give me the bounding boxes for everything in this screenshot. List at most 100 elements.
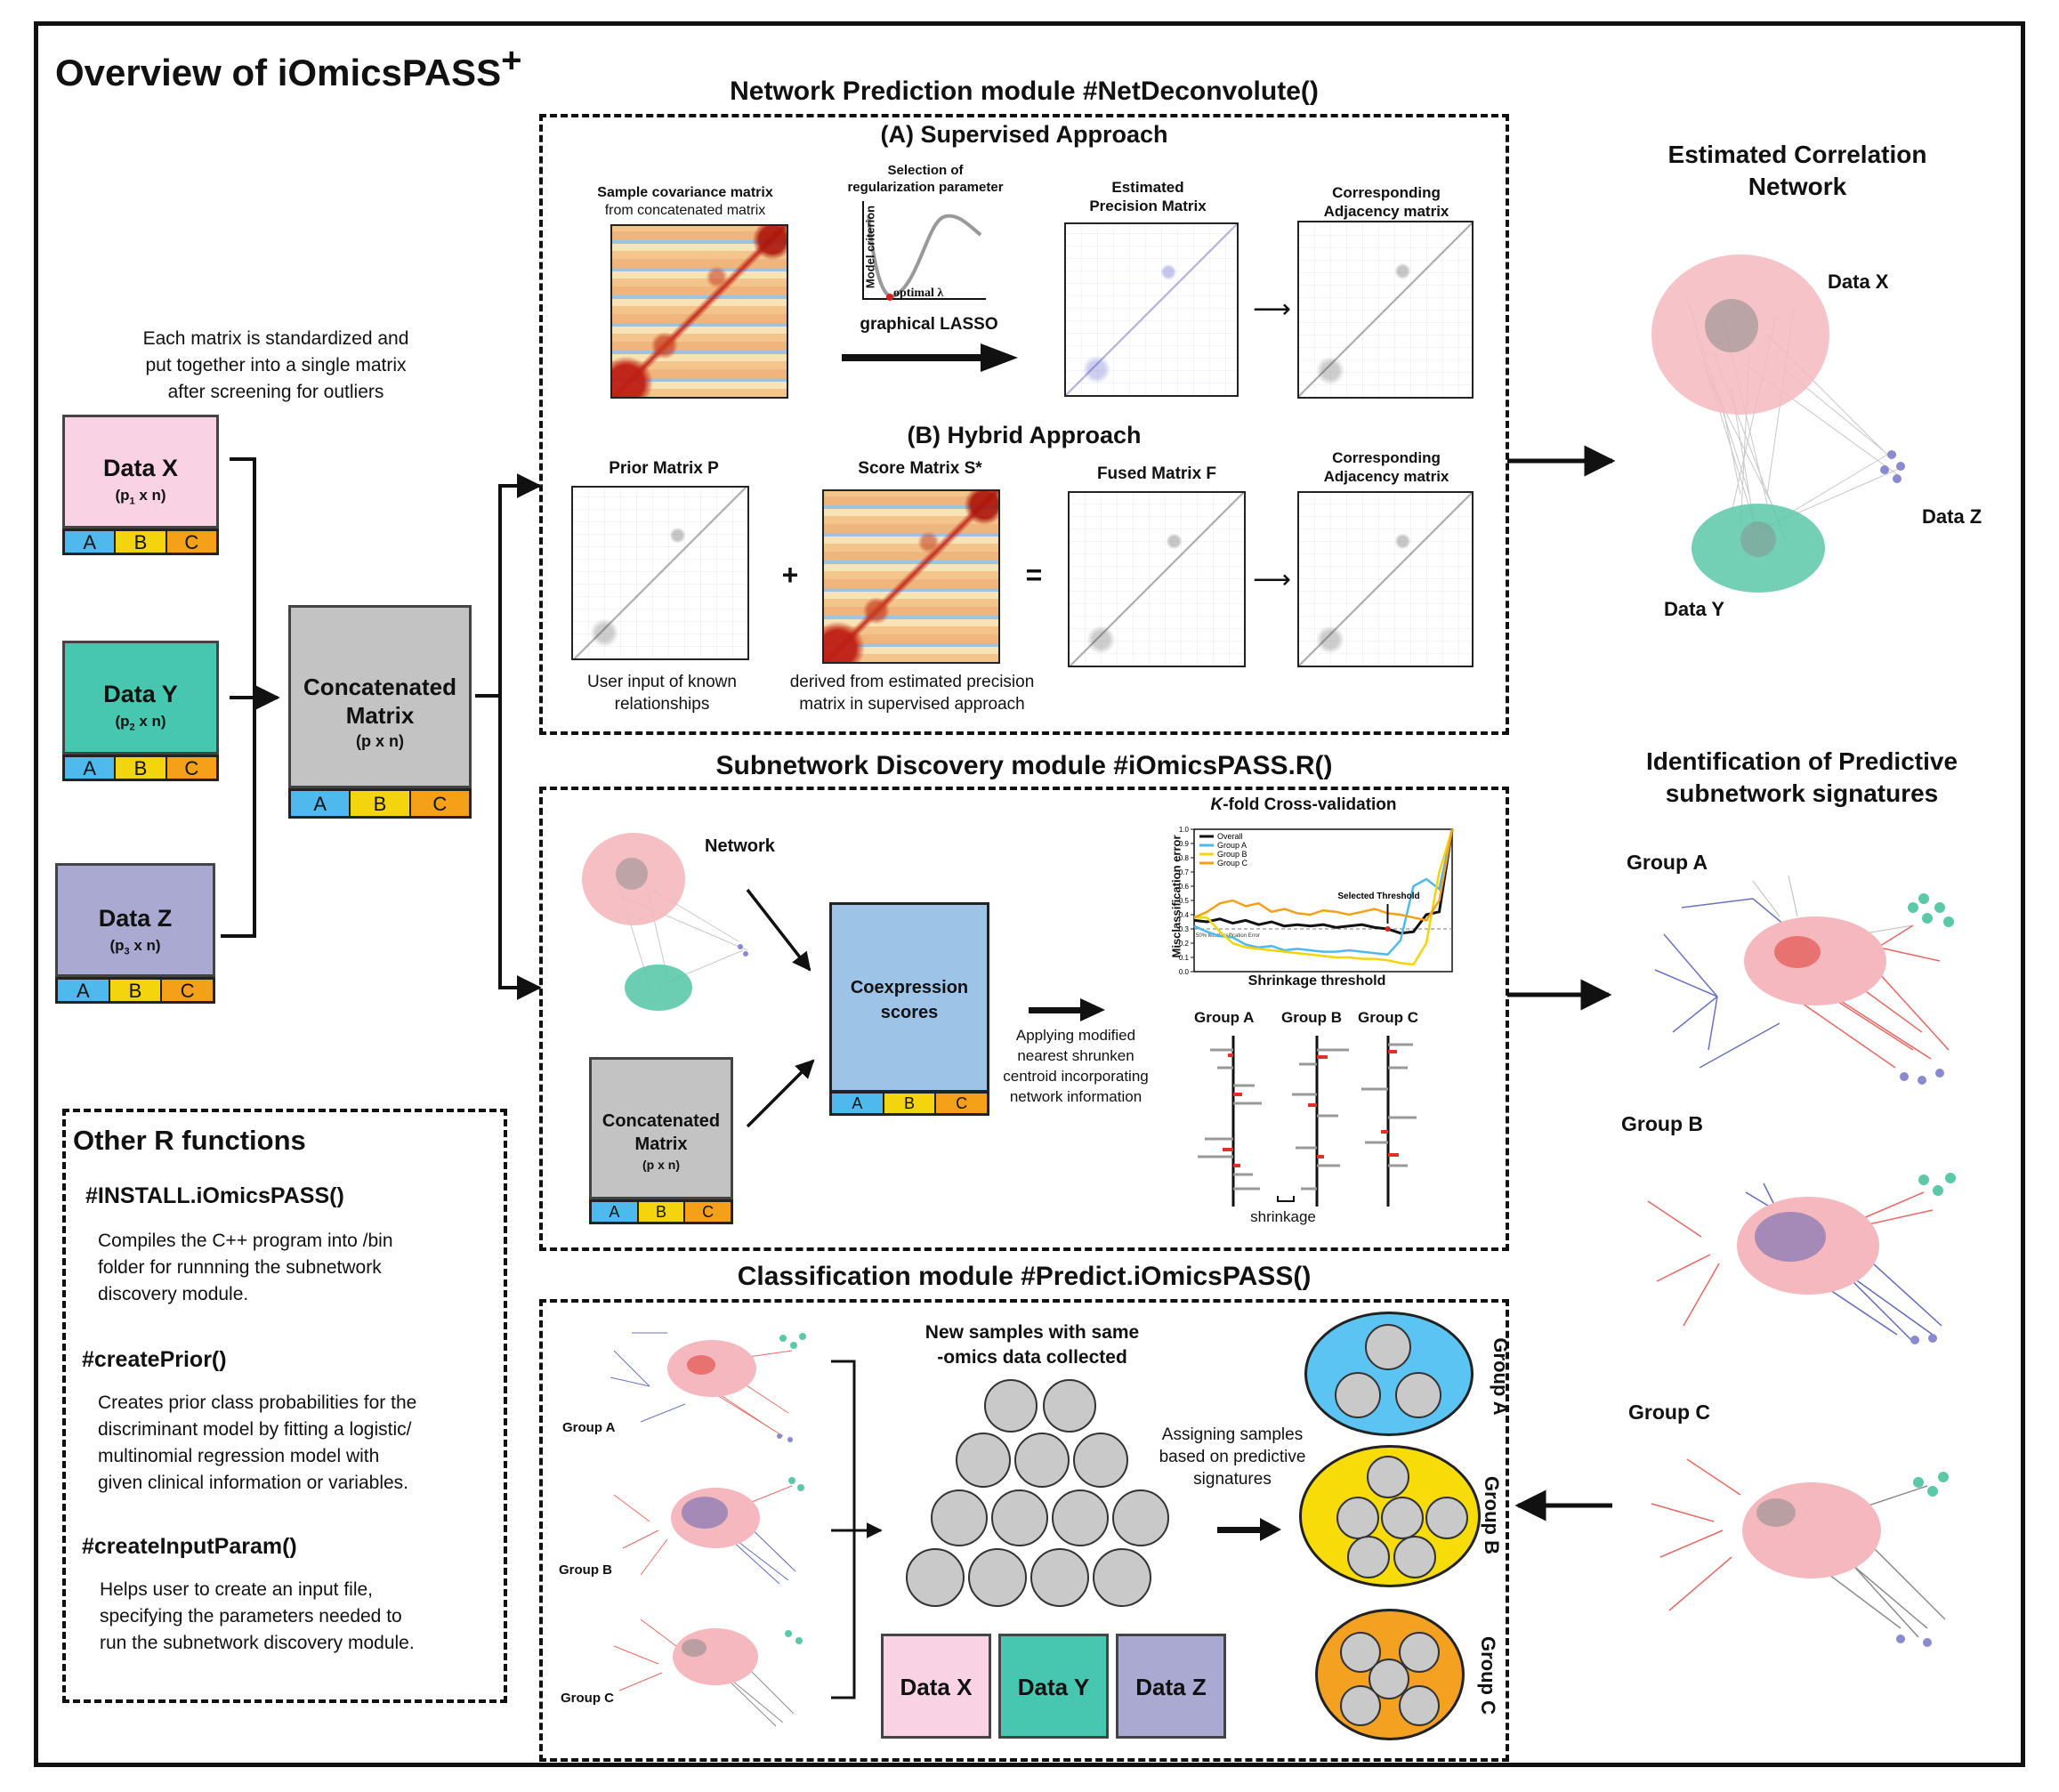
- group-b-cell: B: [109, 980, 163, 1002]
- adj-title-line: Corresponding: [1332, 449, 1441, 466]
- cv-legend-label: Overall: [1217, 832, 1243, 841]
- prior-matrix: [571, 486, 749, 660]
- net-label-data-z: Data Z: [1922, 505, 1982, 528]
- sample-circle: [1399, 1632, 1440, 1673]
- classification-module-box: [539, 1299, 1509, 1762]
- assigned-group-a-label: Group A: [1490, 1337, 1512, 1416]
- figure-title: Overview of iOmicsPASS+: [55, 41, 521, 94]
- data-x-dim: (p1 x n): [65, 487, 216, 506]
- sample-circle: [1365, 1324, 1411, 1370]
- estimated-network-title: Estimated Correlation Network: [1655, 139, 1940, 203]
- func-desc-line: Helps user to create an input file,: [100, 1579, 374, 1600]
- sample-circle: [1043, 1379, 1096, 1433]
- assign-line: Assigning samples: [1161, 1425, 1304, 1444]
- concat-small-groups: A B C: [589, 1199, 733, 1224]
- precision-title-line: Estimated: [1111, 179, 1184, 196]
- precision-matrix: [1064, 222, 1239, 397]
- class-group-b-network: [613, 1477, 804, 1585]
- shrink-group-c-label: Group C: [1358, 1009, 1418, 1026]
- method-note-line: Applying modified: [1015, 1027, 1136, 1044]
- figure-frame: [34, 21, 2025, 1767]
- coexp-line2: scores: [880, 1003, 939, 1022]
- data-y-dim: (p2 x n): [65, 713, 216, 732]
- sample-circle: [1336, 1497, 1379, 1539]
- assigned-group-c-label: Group C: [1477, 1636, 1499, 1715]
- precision-title-line: Precision Matrix: [1089, 198, 1207, 214]
- supervised-title: (A) Supervised Approach: [880, 121, 1168, 148]
- class-data-y: Data Y: [998, 1634, 1109, 1739]
- sample-circle: [1395, 1372, 1441, 1418]
- sample-circle: [931, 1489, 988, 1546]
- data-z-dim: (p3 x n): [58, 937, 213, 957]
- method-note-line: nearest shrunken: [1017, 1047, 1134, 1064]
- other-functions-title: Other R functions: [73, 1125, 306, 1156]
- group-c-cell: C: [936, 1094, 988, 1113]
- func-install-desc: Compiles the C++ program into /bin folde…: [98, 1228, 393, 1308]
- glasso-label: graphical LASSO: [860, 315, 998, 334]
- shrinkage-plot: [1198, 1036, 1417, 1207]
- score-matrix-heatmap: [822, 489, 1000, 664]
- dim-text: x n): [129, 937, 161, 954]
- cv-chart: 0.00.10.20.30.40.50.60.70.80.91.050% Mis…: [1179, 826, 1454, 976]
- func-desc-line: run the subnetwork discovery module.: [100, 1633, 415, 1653]
- class-group-c-label: Group C: [561, 1691, 614, 1706]
- sample-circle: [968, 1548, 1027, 1607]
- score-note: derived from estimated precision matrix …: [765, 671, 1059, 715]
- other-functions-box: [62, 1109, 507, 1703]
- sample-circle: [1381, 1497, 1424, 1539]
- equals-sign: =: [1025, 559, 1043, 591]
- dim-sub: 1: [129, 496, 135, 507]
- assigned-group-b-label: Group B: [1481, 1476, 1503, 1554]
- concat-line1: Concatenated: [303, 674, 456, 700]
- class-data-x: Data X: [881, 1634, 991, 1739]
- group-a-cell: A: [832, 1094, 884, 1113]
- network-label: Network: [705, 836, 775, 856]
- sample-circle: [1393, 1536, 1436, 1578]
- group-a-cell: A: [65, 531, 117, 553]
- prior-note-line: User input of known: [587, 673, 737, 691]
- concatenated-matrix-block: Concatenated Matrix (p x n): [288, 605, 472, 788]
- group-b-cell: B: [351, 791, 411, 816]
- dim-text: x n): [134, 487, 166, 504]
- data-z-label: Data Z: [98, 905, 173, 932]
- subnetwork-module-title: Subnetwork Discovery module #iOmicsPASS.…: [715, 751, 1333, 780]
- class-data-x-label: Data X: [900, 1674, 973, 1700]
- func-prior-name: #createPrior(): [82, 1347, 227, 1372]
- cv-legend-label: Group A: [1217, 841, 1247, 850]
- sample-circle: [1030, 1548, 1089, 1607]
- group-b-cell: B: [116, 757, 167, 779]
- reg-title: Selection of regularization parameter: [828, 162, 1023, 196]
- sample-circle: [1399, 1685, 1440, 1726]
- group-b-cell: B: [638, 1202, 686, 1222]
- cv-ytick-label: 0.1: [1179, 954, 1190, 962]
- pred-group-b-label: Group B: [1621, 1112, 1703, 1135]
- score-note-line: derived from estimated precision: [789, 673, 1035, 691]
- cv-ytick-label: 0.7: [1179, 868, 1190, 876]
- cv-selected-point: [1385, 926, 1391, 932]
- data-z-groups: A B C: [55, 977, 215, 1004]
- cv-ytick-label: 0.6: [1179, 883, 1190, 891]
- class-group-c-network: [613, 1618, 803, 1727]
- concat-dim: (p x n): [356, 732, 404, 750]
- adjacency-title-a: Corresponding Adjacency matrix: [1288, 183, 1484, 221]
- coexpression-scores-block: Coexpression scores: [829, 902, 989, 1093]
- adjacency-matrix-a: [1297, 221, 1474, 399]
- net-label-data-y: Data Y: [1664, 598, 1725, 620]
- concat-groups: A B C: [288, 788, 472, 819]
- group-a-network: [1654, 875, 1954, 1085]
- data-x-groups: A B C: [62, 529, 219, 555]
- data-y-block: Data Y (p2 x n): [62, 641, 219, 755]
- new-samples-line: New samples with same: [925, 1322, 1140, 1343]
- optimal-lambda-label: optimal λ: [893, 287, 944, 300]
- covariance-matrix-heatmap: [610, 224, 788, 399]
- title-text: Overview of iOmicsPASS: [55, 52, 502, 93]
- subnetwork-module-box: [539, 787, 1509, 1251]
- title-plus: +: [501, 41, 522, 80]
- dim-text: (p: [115, 487, 130, 504]
- dim-sub: 2: [129, 722, 135, 733]
- network-module-box: [539, 114, 1509, 735]
- func-desc-line: Creates prior class probabilities for th…: [98, 1392, 417, 1413]
- data-x-label: Data X: [102, 455, 179, 481]
